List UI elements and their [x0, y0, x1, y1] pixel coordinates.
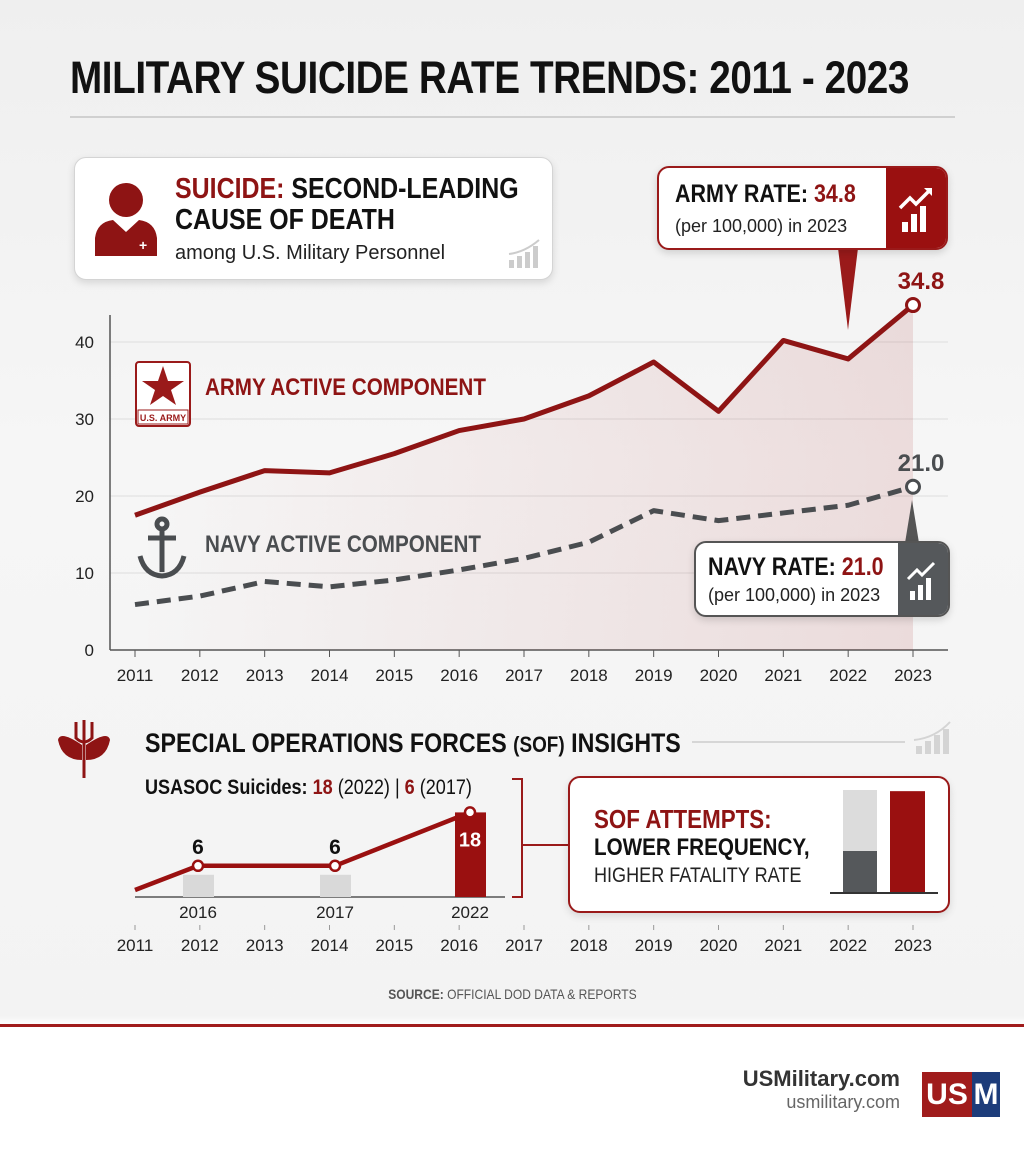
bottom-x-label: 2021	[764, 936, 802, 955]
brand-name[interactable]: USMilitary.com	[742, 1066, 900, 1091]
x-tick-label: 2020	[700, 666, 738, 685]
army-rate-callout: ARMY RATE: 34.8 (per 100,000) in 2023	[657, 166, 948, 250]
usasoc-mini-chart: 2016 2017 2022 6 6 18 2011 2012 2013 2014 2015 2016…	[117, 806, 932, 955]
growth-chart-icon	[508, 239, 540, 268]
army-badge-text: U.S. ARMY	[140, 413, 186, 423]
bottom-x-label: 2013	[246, 936, 284, 955]
sof-attempts-box: SOF ATTEMPTS: LOWER FREQUENCY, HIGHER FA…	[568, 776, 950, 913]
mini-x-label: 2017	[316, 903, 354, 922]
sof-trident-wings-icon	[58, 720, 110, 778]
army-callout-pointer	[838, 248, 858, 330]
mini-point	[463, 806, 477, 819]
mini-bar	[183, 874, 214, 897]
navy-end-point	[905, 478, 921, 495]
army-star-icon	[135, 361, 191, 427]
navy-end-label: 21.0	[898, 450, 945, 477]
x-tick-label: 2017	[505, 666, 543, 685]
brand-text: USMilitary.com usmilitary.com	[743, 1066, 900, 1113]
source-note: SOURCE: OFFICIAL DOD DATA & REPORTS	[387, 986, 637, 1002]
army-series-label: ARMY ACTIVE COMPONENT	[205, 374, 486, 401]
usasoc-subtitle: USASOC Suicides: 18 (2022) | 6 (2017)	[145, 776, 472, 799]
bottom-x-label: 2011	[117, 936, 154, 955]
mini-bar	[320, 874, 351, 897]
y-tick-label: 10	[75, 564, 94, 583]
bottom-x-label: 2018	[570, 936, 608, 955]
mini-value-label: 6	[192, 836, 204, 859]
title-divider	[70, 116, 955, 118]
usm-logo: US M	[922, 1072, 1000, 1117]
sof-section-title: SPECIAL OPERATIONS FORCES (SOF) INSIGHTS	[145, 728, 681, 758]
navy-callout-sub: (per 100,000) in 2023	[708, 585, 881, 605]
trend-up-icon	[886, 168, 946, 248]
army-end-point	[905, 297, 921, 314]
army-line	[134, 303, 915, 518]
main-line-chart: 0 10 20 30 40 2011 2012 2013 2014 2015 2016 2017 201…	[75, 268, 948, 685]
sof-comparison-bars	[830, 790, 938, 894]
headline-box: + SUICIDE: SECOND-LEADING CAUSE OF DEATH …	[74, 157, 553, 280]
x-tick-label: 2012	[181, 666, 219, 685]
fatality-bar	[890, 791, 925, 893]
page-title: MILITARY SUICIDE RATE TRENDS: 2011 - 202…	[70, 52, 909, 103]
army-callout-sub: (per 100,000) in 2023	[675, 216, 848, 236]
x-tick-label: 2019	[635, 666, 673, 685]
headline-subtitle: among U.S. Military Personnel	[175, 242, 446, 264]
y-tick-label: 20	[75, 487, 94, 506]
bottom-x-label: 2022	[829, 936, 867, 955]
bottom-x-label: 2020	[700, 936, 738, 955]
y-tick-label: 40	[75, 333, 94, 352]
mini-bar	[455, 812, 486, 897]
x-tick-label: 2013	[246, 666, 284, 685]
navy-anchor-icon	[137, 516, 187, 579]
y-tick-label: 30	[75, 410, 94, 429]
x-tick-label: 2022	[829, 666, 867, 685]
x-tick-label: 2011	[117, 666, 154, 685]
bottom-x-label: 2017	[505, 936, 543, 955]
bottom-x-label: 2012	[181, 936, 219, 955]
x-tick-label: 2018	[570, 666, 608, 685]
headline: SUICIDE: SECOND-LEADING CAUSE OF DEATH	[175, 173, 519, 236]
mini-x-label: 2022	[451, 903, 489, 922]
sof-growth-icon	[913, 721, 951, 754]
brand-url[interactable]: usmilitary.com	[786, 1092, 900, 1112]
bottom-x-label: 2023	[894, 936, 932, 955]
footer-divider	[0, 1024, 1024, 1027]
navy-rate-callout: NAVY RATE: 21.0 (per 100,000) in 2023	[694, 541, 950, 617]
x-tick-label: 2023	[894, 666, 932, 685]
x-tick-label: 2016	[440, 666, 478, 685]
mini-point	[328, 859, 342, 873]
navy-series-label: NAVY ACTIVE COMPONENT	[205, 531, 481, 558]
army-end-label: 34.8	[898, 268, 945, 295]
x-tick-label: 2021	[764, 666, 802, 685]
y-tick-label: 0	[85, 641, 94, 660]
navy-callout-pointer	[905, 500, 919, 543]
svg-text:+: +	[139, 237, 147, 253]
mini-line	[134, 810, 471, 893]
bottom-x-label: 2014	[311, 936, 349, 955]
x-tick-label: 2015	[375, 666, 413, 685]
sof-bracket	[512, 778, 570, 898]
x-tick-label: 2014	[311, 666, 349, 685]
bottom-x-label: 2019	[635, 936, 673, 955]
trend-up-icon	[898, 543, 948, 615]
bottom-x-label: 2015	[375, 936, 413, 955]
attempts-fatal-bar	[843, 851, 877, 893]
person-icon: +	[95, 183, 157, 256]
mini-value-label: 6	[329, 836, 341, 859]
mini-point	[191, 859, 205, 873]
navy-line	[134, 484, 914, 608]
mini-value-label: 18	[459, 829, 481, 851]
bottom-x-label: 2016	[440, 936, 478, 955]
mini-x-label: 2016	[179, 903, 217, 922]
